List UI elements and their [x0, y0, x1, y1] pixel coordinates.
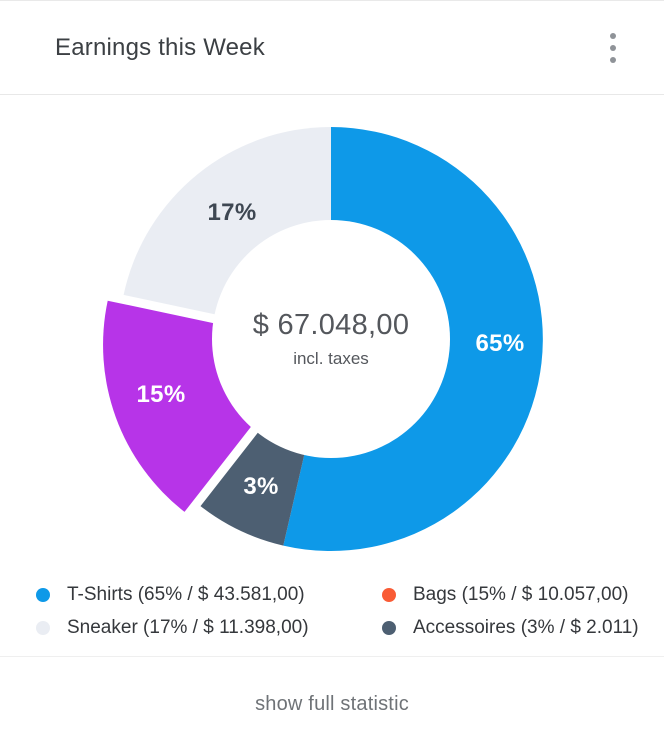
slice-percent-label-accessoires: 3% [243, 473, 279, 500]
legend-dot-accessoires [382, 620, 396, 635]
kebab-dot [610, 56, 616, 63]
legend-label-accessoires: Accessoires (3% / $ 2.011) [413, 616, 639, 638]
legend-label-sneaker: Sneaker (17% / $ 11.398,00) [67, 616, 309, 638]
legend-dot-sneaker [36, 620, 50, 635]
legend-item-bags: Bags (15% / $ 10.057,00) [382, 578, 664, 611]
slice-percent-label-bags: 15% [136, 381, 186, 408]
kebab-dot [610, 44, 616, 51]
legend-label-t-shirts: T-Shirts (65% / $ 43.581,00) [67, 583, 305, 605]
donut-chart-svg [103, 127, 543, 551]
card-footer: show full statistic [0, 657, 664, 752]
show-full-statistic-link[interactable]: show full statistic [249, 692, 415, 717]
legend-label-bags: Bags (15% / $ 10.057,00) [413, 583, 629, 605]
chart-legend: T-Shirts (65% / $ 43.581,00) Bags (15% /… [0, 570, 664, 656]
card-header: Earnings this Week [0, 1, 664, 95]
overflow-menu-button[interactable] [600, 27, 626, 69]
donut-hole [212, 220, 450, 458]
page-title: Earnings this Week [55, 33, 265, 61]
donut-chart: $ 67.048,00 incl. taxes 65% 15% 17% 3% [0, 95, 664, 570]
kebab-menu-icon [610, 32, 616, 63]
slice-percent-label-t-shirts: 65% [475, 330, 525, 357]
legend-dot-bags [382, 587, 396, 602]
legend-item-accessoires: Accessoires (3% / $ 2.011) [382, 611, 664, 644]
kebab-dot [610, 32, 616, 39]
slice-percent-label-sneaker: 17% [207, 199, 257, 226]
divider [0, 656, 664, 657]
legend-item-sneaker: Sneaker (17% / $ 11.398,00) [36, 611, 382, 644]
legend-item-t-shirts: T-Shirts (65% / $ 43.581,00) [36, 578, 382, 611]
legend-dot-t-shirts [36, 587, 50, 602]
